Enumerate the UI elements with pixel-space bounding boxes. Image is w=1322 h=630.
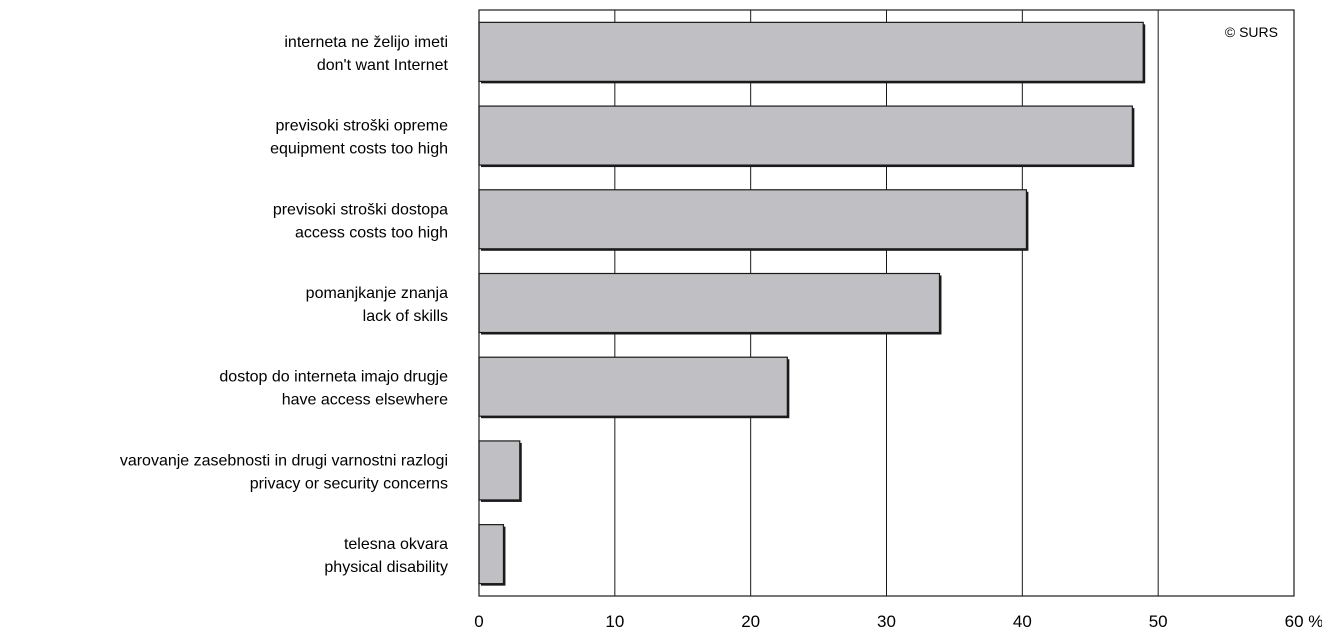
category-label-sl: telesna okvara xyxy=(344,536,448,553)
x-tick-label: 0 xyxy=(474,612,483,630)
bar xyxy=(478,272,941,334)
bars xyxy=(478,21,1146,586)
x-tick-label: 50 xyxy=(1149,612,1168,630)
category-label-sl: varovanje zasebnosti in drugi varnostni … xyxy=(120,452,448,469)
category-label-en: lack of skills xyxy=(363,308,448,325)
category-label-sl: previsoki stroški opreme xyxy=(276,118,449,135)
category-label-en: privacy or security concerns xyxy=(250,475,448,492)
category-label-en: equipment costs too high xyxy=(270,141,448,158)
category-labels: interneta ne želijo imeti don't want Inte… xyxy=(120,34,449,576)
category-label-en: access costs too high xyxy=(295,224,448,241)
x-tick-label: 40 xyxy=(1013,612,1032,630)
category-label-sl: interneta ne želijo imeti xyxy=(284,34,448,51)
bar xyxy=(478,524,505,585)
bar xyxy=(478,105,1133,166)
plot-area-frame xyxy=(478,9,1295,597)
x-tick-label: 10 xyxy=(605,612,624,630)
bar xyxy=(478,440,521,501)
category-label-en: have access elsewhere xyxy=(282,392,448,409)
category-label-sl: dostop do interneta imajo drugje xyxy=(219,369,448,386)
category-label-en: don't want Internet xyxy=(317,57,449,74)
category-label-en: physical disability xyxy=(324,559,448,576)
category-label-sl: previsoki stroški dostopa xyxy=(273,201,448,218)
bar xyxy=(478,21,1144,82)
bar xyxy=(478,356,788,417)
x-tick-label: 30 xyxy=(877,612,896,630)
category-label-sl: pomanjkanje znanja xyxy=(306,285,448,302)
bar xyxy=(478,189,1028,250)
copyright-note: © SURS xyxy=(1225,24,1278,40)
x-axis-tick-labels: 0 10 20 30 40 50 60 % xyxy=(474,612,1322,630)
x-tick-label: 20 xyxy=(741,612,760,630)
x-tick-label: 60 % xyxy=(1285,612,1322,630)
